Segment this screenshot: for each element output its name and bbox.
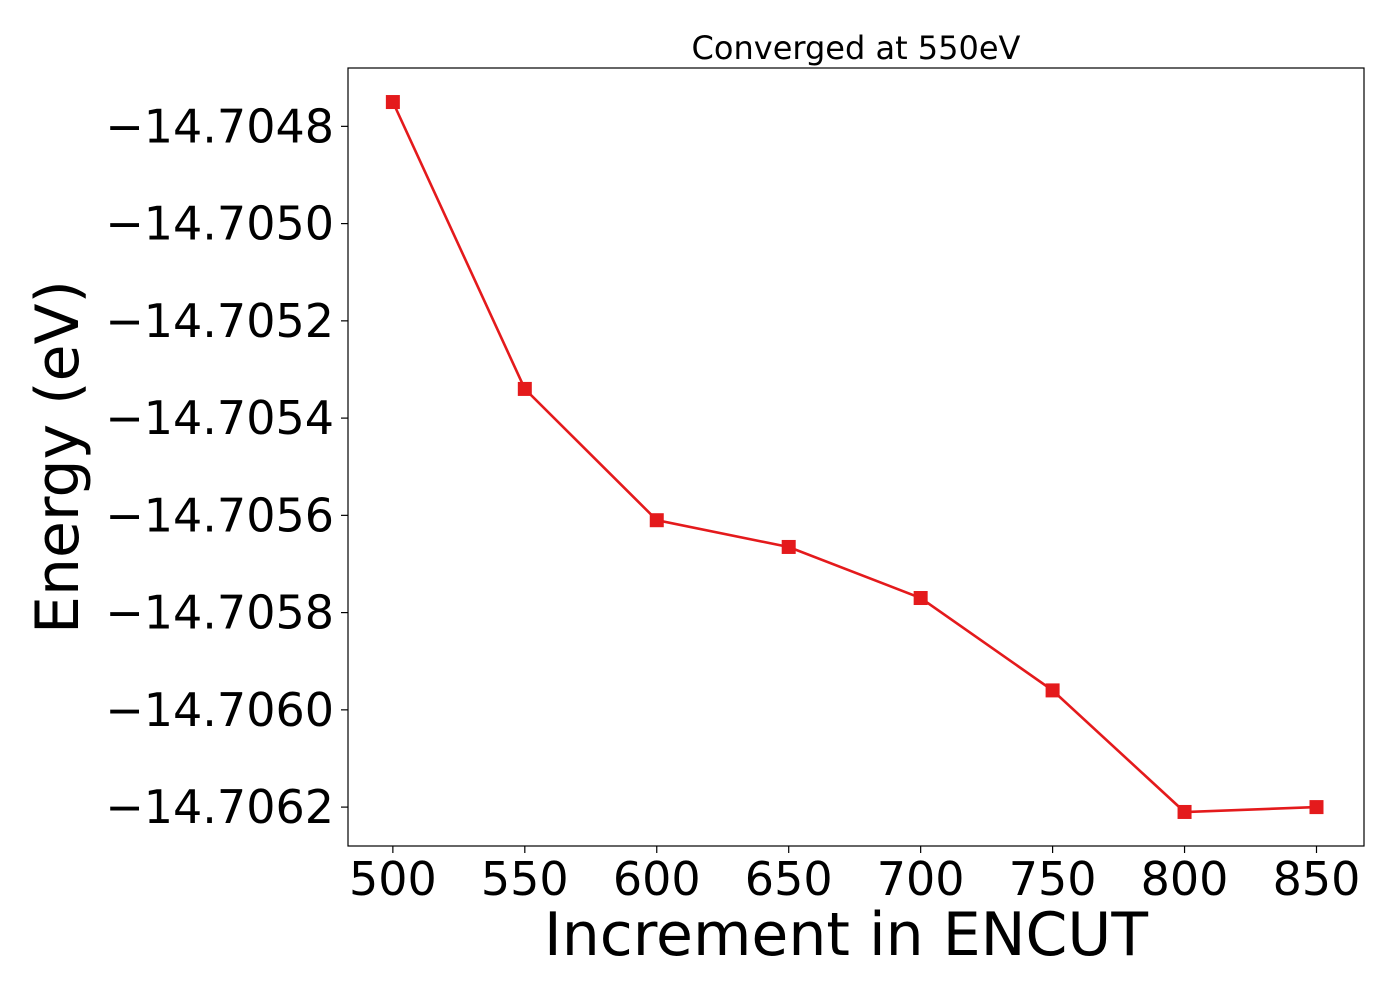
plot-area: 500 550 600 650 700 750 800 850 −14.7048 −14.705… — [105, 67, 1365, 906]
data-point — [649, 513, 664, 528]
x-tick-label: 750 — [1009, 852, 1097, 906]
x-axis-label: Increment in ENCUT — [544, 900, 1148, 970]
data-point — [1309, 800, 1324, 815]
y-tick-label: −14.7054 — [105, 391, 334, 445]
data-point — [1177, 804, 1192, 819]
x-axis: 500 550 600 650 700 750 800 850 — [349, 846, 1360, 906]
data-point — [781, 539, 796, 554]
x-tick-label: 550 — [481, 852, 569, 906]
x-tick-label: 500 — [349, 852, 437, 906]
chart-title: Converged at 550eV — [692, 29, 1021, 67]
data-point — [385, 95, 400, 110]
x-tick-label: 600 — [613, 852, 701, 906]
y-tick-label: −14.7050 — [105, 197, 334, 251]
series-line — [391, 101, 1317, 814]
plot-frame — [347, 67, 1365, 847]
y-axis: −14.7048 −14.7050 −14.7052 −14.7054 −14.7056… — [105, 99, 348, 834]
data-point — [913, 591, 928, 606]
y-tick-label: −14.7052 — [105, 294, 334, 348]
series-group — [385, 95, 1324, 819]
y-tick-label: −14.7058 — [105, 586, 334, 640]
data-point — [517, 381, 532, 396]
x-tick-label: 850 — [1273, 852, 1361, 906]
y-tick-label: −14.7062 — [105, 780, 334, 834]
y-tick-label: −14.7060 — [105, 683, 334, 737]
y-axis-label: Energy (eV) — [23, 280, 93, 634]
data-point — [1045, 683, 1060, 698]
y-tick-label: −14.7056 — [105, 488, 334, 542]
x-tick-label: 700 — [877, 852, 965, 906]
y-tick-label: −14.7048 — [105, 99, 334, 153]
x-tick-label: 650 — [745, 852, 833, 906]
x-tick-label: 800 — [1141, 852, 1229, 906]
